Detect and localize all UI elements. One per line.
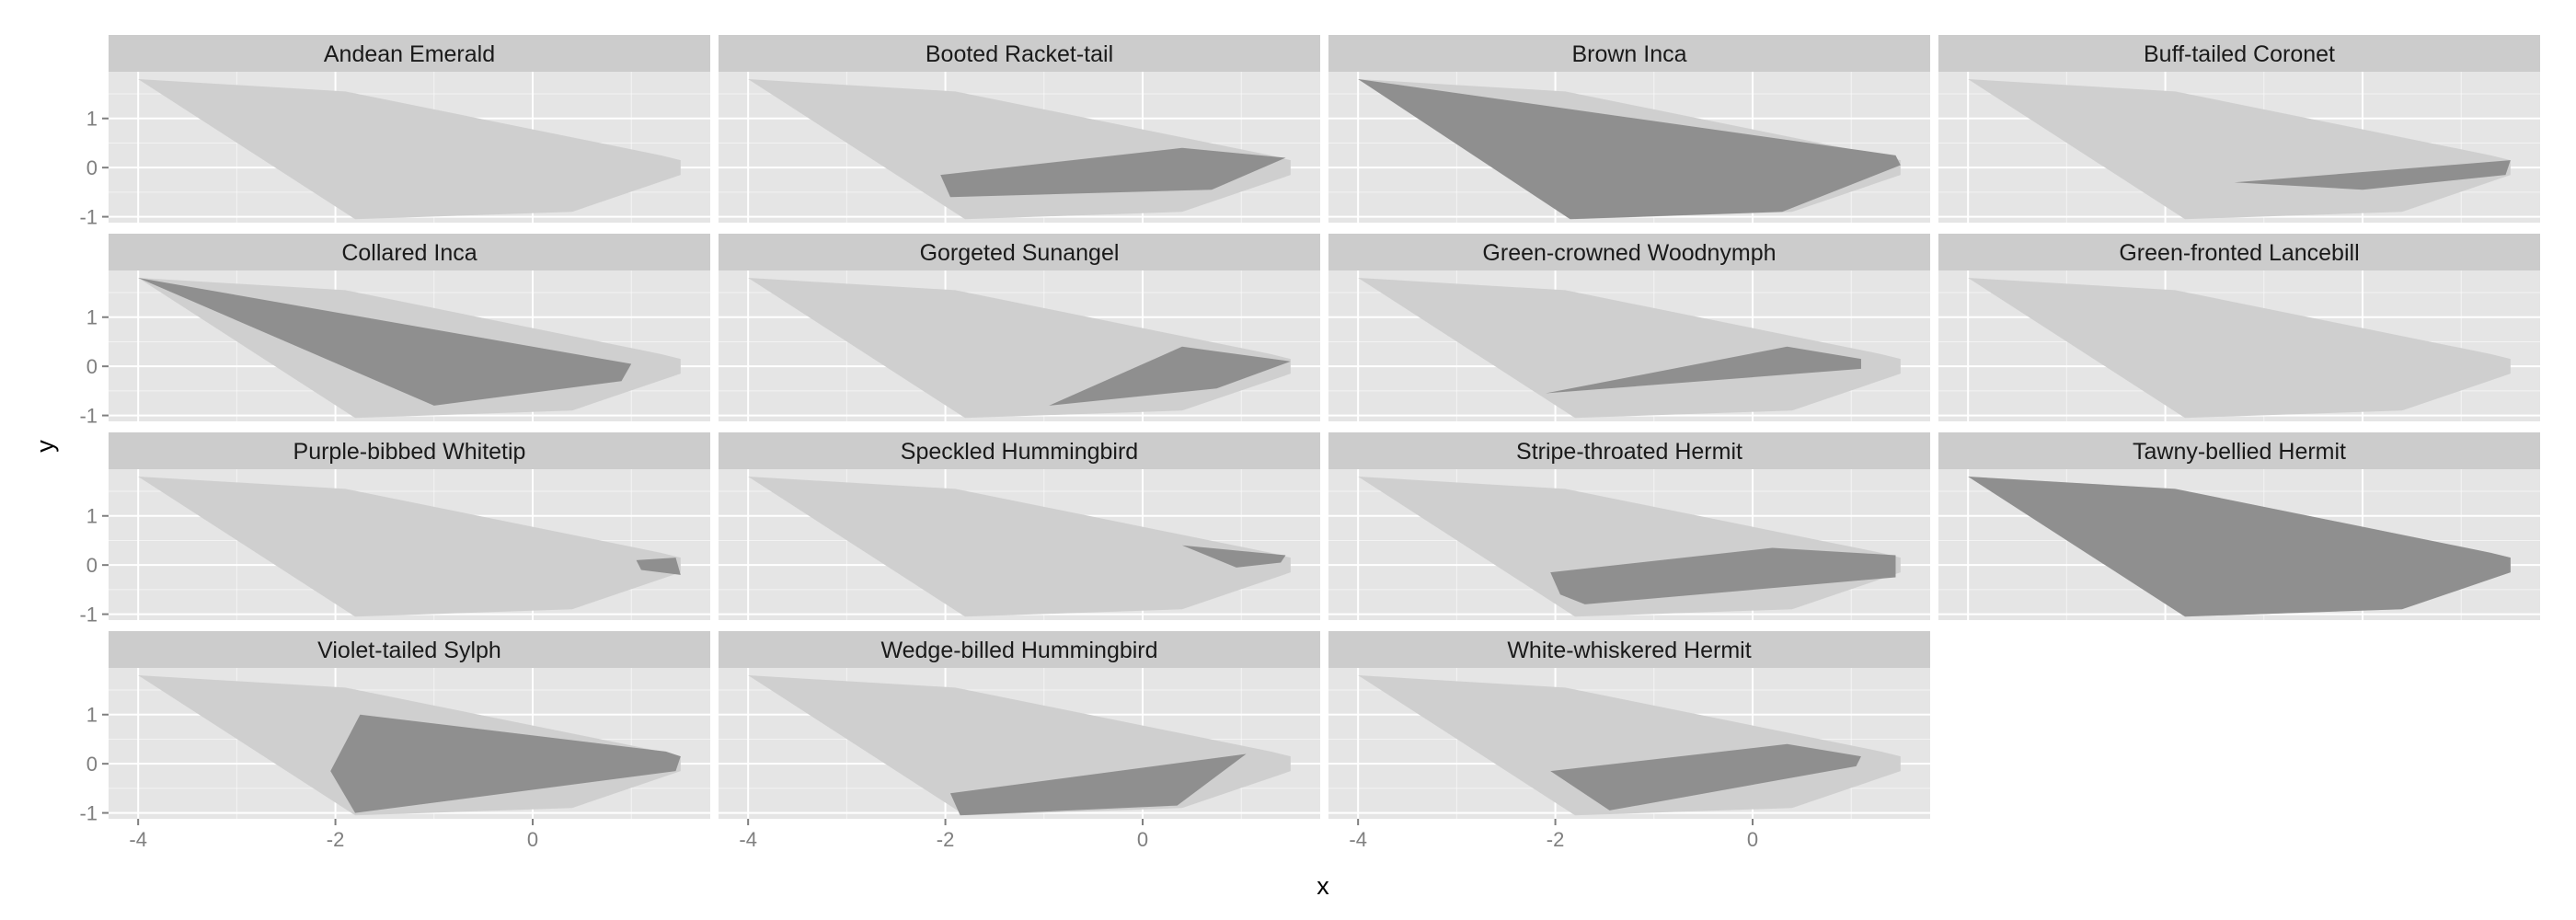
y-tick-label: 0 bbox=[86, 355, 98, 378]
facet-label: Green-crowned Woodnymph bbox=[1482, 240, 1776, 266]
facet-speckled-hummingbird: Speckled Hummingbird bbox=[719, 432, 1320, 620]
facet-strip bbox=[1938, 35, 2540, 72]
facet-stripe-throated-hermit: Stripe-throated Hermit bbox=[1328, 432, 1930, 620]
all-species-hull bbox=[748, 477, 1291, 617]
y-tick-label: -1 bbox=[79, 802, 98, 825]
facet-label: Stripe-throated Hermit bbox=[1516, 439, 1742, 465]
facet-collared-inca: Collared Inca -1 0 1 bbox=[79, 234, 710, 428]
x-tick-label: -4 bbox=[129, 828, 147, 851]
all-species-hull bbox=[138, 79, 681, 220]
facet-label: Collared Inca bbox=[341, 240, 477, 266]
facet-label: Green-fronted Lancebill bbox=[2119, 240, 2359, 266]
y-tick-label: 1 bbox=[86, 306, 98, 329]
y-tick-label: 1 bbox=[86, 108, 98, 131]
facet-tawny-bellied-hermit: Tawny-bellied Hermit bbox=[1938, 432, 2540, 620]
facet-label: Speckled Hummingbird bbox=[901, 439, 1138, 465]
facet-label: Buff-tailed Coronet bbox=[2144, 41, 2335, 67]
facet-gorgeted-sunangel: Gorgeted Sunangel bbox=[719, 234, 1320, 421]
y-tick-label: 1 bbox=[86, 704, 98, 727]
facet-green-fronted-lancebill: Green-fronted Lancebill bbox=[1938, 234, 2540, 421]
x-axis-title: x bbox=[1317, 872, 1329, 900]
facet-label: Booted Racket-tail bbox=[926, 41, 1113, 67]
species-hull-white-whiskered-hermit bbox=[1550, 743, 1861, 811]
facet-strip bbox=[719, 234, 1320, 270]
y-tick-label: -1 bbox=[79, 405, 98, 428]
x-tick-label: 0 bbox=[1747, 828, 1758, 851]
species-hull-green-crowned-woodnymph bbox=[1545, 346, 1861, 394]
species-hull-wedge-billed-hummingbird bbox=[949, 753, 1247, 816]
species-hull-stripe-throated-hermit bbox=[1550, 547, 1896, 604]
x-tick-label: -2 bbox=[327, 828, 345, 851]
species-hull-violet-tailed-sylph bbox=[330, 714, 681, 813]
facet-violet-tailed-sylph: Violet-tailed Sylph -1 0 1 bbox=[79, 631, 710, 825]
y-tick-label: 0 bbox=[86, 554, 98, 577]
facet-label: Brown Inca bbox=[1571, 41, 1686, 67]
facet-strip bbox=[719, 35, 1320, 72]
facet-andean-emerald: Andean Emerald -1 0 1 bbox=[79, 35, 710, 229]
y-axis-title: y bbox=[31, 440, 59, 453]
facet-strip bbox=[109, 234, 710, 270]
x-tick-label: 0 bbox=[1137, 828, 1148, 851]
facet-purple-bibbed-whitetip: Purple-bibbed Whitetip -1 0 1 bbox=[79, 432, 710, 627]
all-species-hull bbox=[1358, 278, 1901, 419]
y-tick-label: 0 bbox=[86, 156, 98, 179]
facet-label: Purple-bibbed Whitetip bbox=[293, 439, 526, 465]
facet-strip bbox=[719, 432, 1320, 469]
facet-strip bbox=[1938, 234, 2540, 270]
x-tick-label: -4 bbox=[1349, 828, 1367, 851]
species-hull-collared-inca bbox=[138, 278, 632, 406]
facet-wedge-billed-hummingbird: Wedge-billed Hummingbird bbox=[719, 631, 1320, 819]
facet-strip bbox=[719, 631, 1320, 668]
x-tick-label: -2 bbox=[1547, 828, 1565, 851]
facet-strip bbox=[1328, 35, 1930, 72]
facet-label: White-whiskered Hermit bbox=[1507, 638, 1751, 663]
y-tick-label: 1 bbox=[86, 505, 98, 528]
facet-strip bbox=[109, 35, 710, 72]
all-species-hull bbox=[1968, 278, 2511, 419]
species-hull-speckled-hummingbird bbox=[1181, 545, 1286, 568]
facet-white-whiskered-hermit: White-whiskered Hermit bbox=[1328, 631, 1930, 819]
facet-label: Gorgeted Sunangel bbox=[920, 240, 1120, 266]
facet-booted-racket-tail: Booted Racket-tail bbox=[719, 35, 1320, 223]
facet-strip bbox=[109, 631, 710, 668]
x-axis-ticks: -4 -2 0 -4 -2 0 -4 -2 0 bbox=[129, 819, 1758, 851]
x-tick-label: -4 bbox=[739, 828, 757, 851]
y-tick-label: 0 bbox=[86, 753, 98, 776]
species-hull-buff-tailed-coronet bbox=[2234, 160, 2511, 190]
all-species-hull bbox=[138, 477, 681, 617]
facet-strip bbox=[1328, 234, 1930, 270]
facet-panels: Andean Emerald -1 0 1 Booted Racket-tail Brow… bbox=[79, 35, 2540, 825]
facet-label: Wedge-billed Hummingbird bbox=[880, 638, 1157, 663]
facet-label: Tawny-bellied Hermit bbox=[2133, 439, 2346, 465]
x-tick-label: 0 bbox=[527, 828, 538, 851]
facet-strip bbox=[109, 432, 710, 469]
species-hull-brown-inca bbox=[1358, 79, 1901, 220]
facet-strip bbox=[1938, 432, 2540, 469]
facet-strip bbox=[1328, 432, 1930, 469]
x-tick-label: -2 bbox=[937, 828, 955, 851]
species-hull-purple-bibbed-whitetip bbox=[636, 558, 681, 575]
species-hull-tawny-bellied-hermit bbox=[1968, 477, 2511, 617]
facet-label: Violet-tailed Sylph bbox=[317, 638, 501, 663]
species-hull-gorgeted-sunangel bbox=[1049, 346, 1291, 406]
y-tick-label: -1 bbox=[79, 604, 98, 627]
facet-green-crowned-woodnymph: Green-crowned Woodnymph bbox=[1328, 234, 1930, 421]
y-tick-label: -1 bbox=[79, 206, 98, 229]
facet-buff-tailed-coronet: Buff-tailed Coronet bbox=[1938, 35, 2540, 223]
species-hull-booted-racket-tail bbox=[940, 147, 1286, 198]
facet-strip bbox=[1328, 631, 1930, 668]
facet-label: Andean Emerald bbox=[324, 41, 495, 67]
facet-brown-inca: Brown Inca bbox=[1328, 35, 1930, 223]
